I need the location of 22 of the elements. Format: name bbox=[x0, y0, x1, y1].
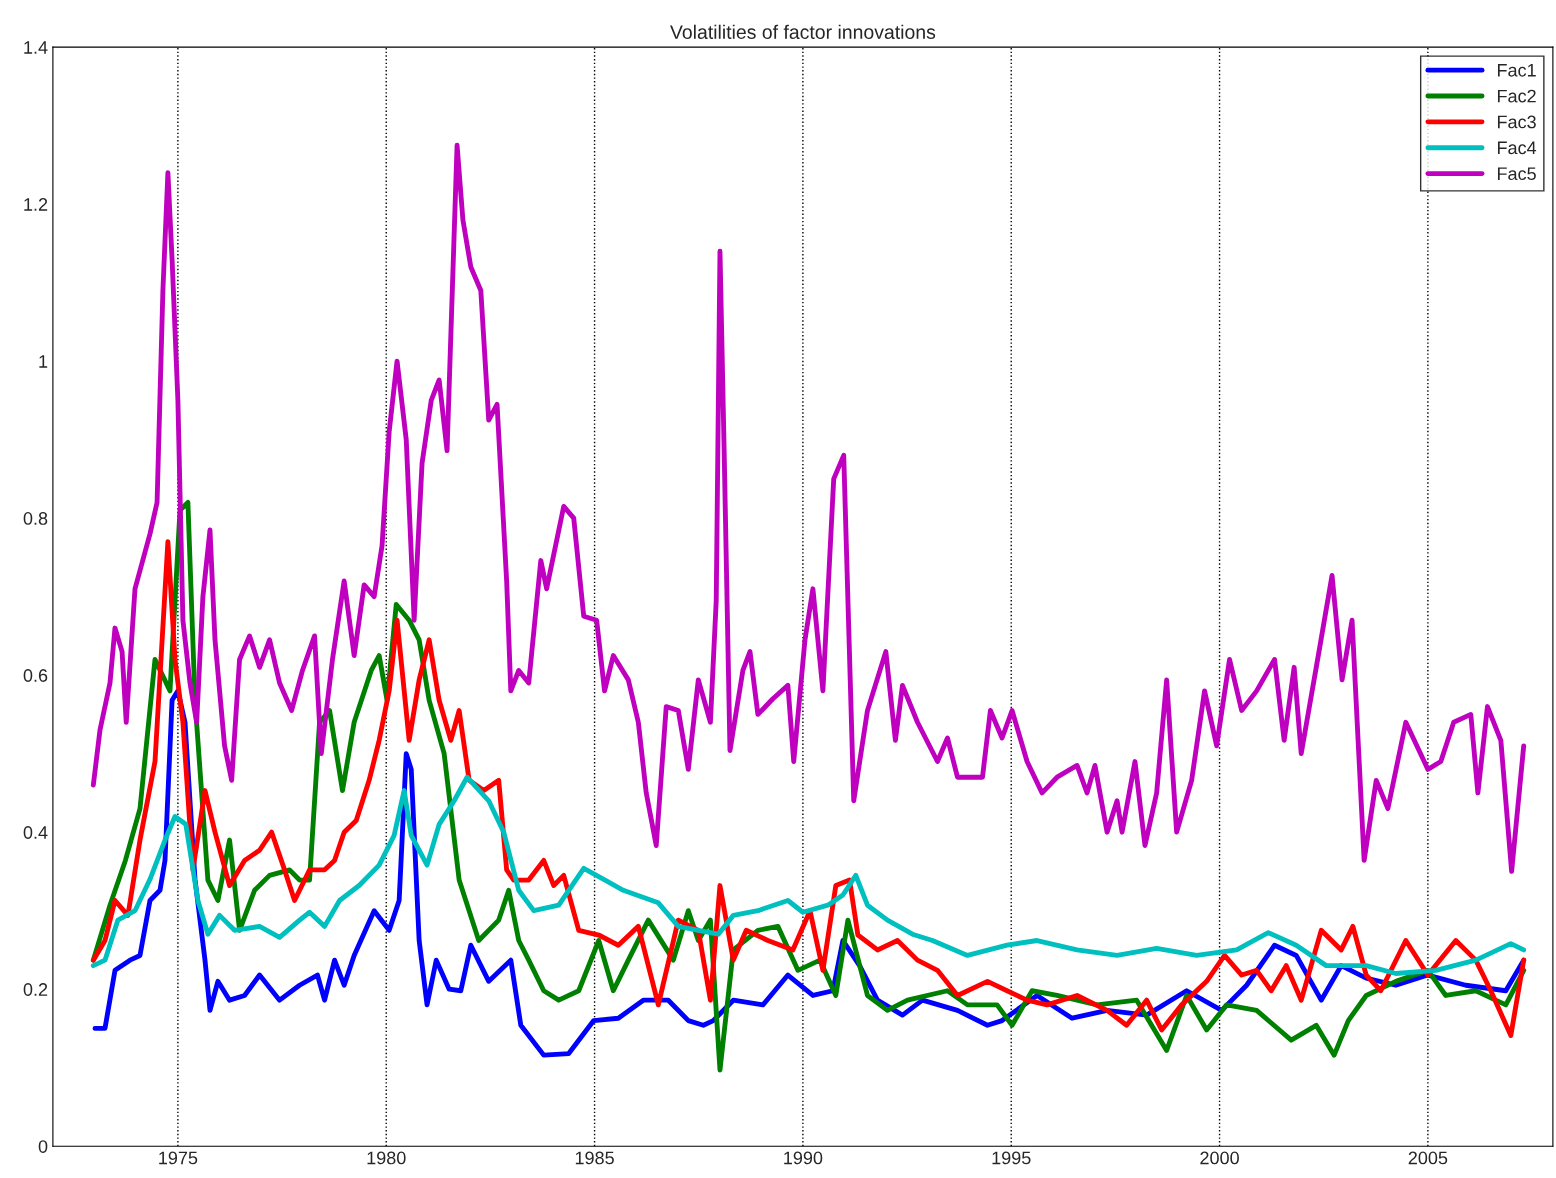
legend-label: Fac4 bbox=[1497, 141, 1537, 155]
y-tick-label: 0.8 bbox=[23, 512, 48, 525]
x-tick-label: 1980 bbox=[367, 1151, 406, 1165]
y-tick-label: 0 bbox=[38, 1140, 48, 1153]
y-tick-label: 1.2 bbox=[24, 198, 48, 211]
legend-label: Fac2 bbox=[1497, 89, 1536, 103]
x-tick-label: 2005 bbox=[1408, 1151, 1448, 1165]
x-tick-label: 1995 bbox=[992, 1151, 1031, 1165]
x-tick-label: 2000 bbox=[1200, 1151, 1239, 1165]
y-tick-label: 1 bbox=[39, 355, 48, 368]
legend-label: Fac3 bbox=[1497, 115, 1536, 129]
y-tick-label: 0.4 bbox=[23, 826, 48, 839]
legend-label: Fac1 bbox=[1497, 64, 1536, 77]
x-tick-label: 1975 bbox=[159, 1151, 198, 1165]
chart-title: Volatilities of factor innovations bbox=[670, 24, 936, 39]
y-tick-label: 0.6 bbox=[23, 669, 48, 682]
y-tick-label: 1.4 bbox=[24, 41, 48, 54]
y-tick-label: 0.2 bbox=[23, 983, 48, 996]
legend-label: Fac5 bbox=[1497, 167, 1536, 181]
x-tick-label: 1990 bbox=[784, 1151, 823, 1165]
x-tick-label: 1985 bbox=[575, 1151, 614, 1165]
line-series bbox=[90, 774, 1527, 976]
